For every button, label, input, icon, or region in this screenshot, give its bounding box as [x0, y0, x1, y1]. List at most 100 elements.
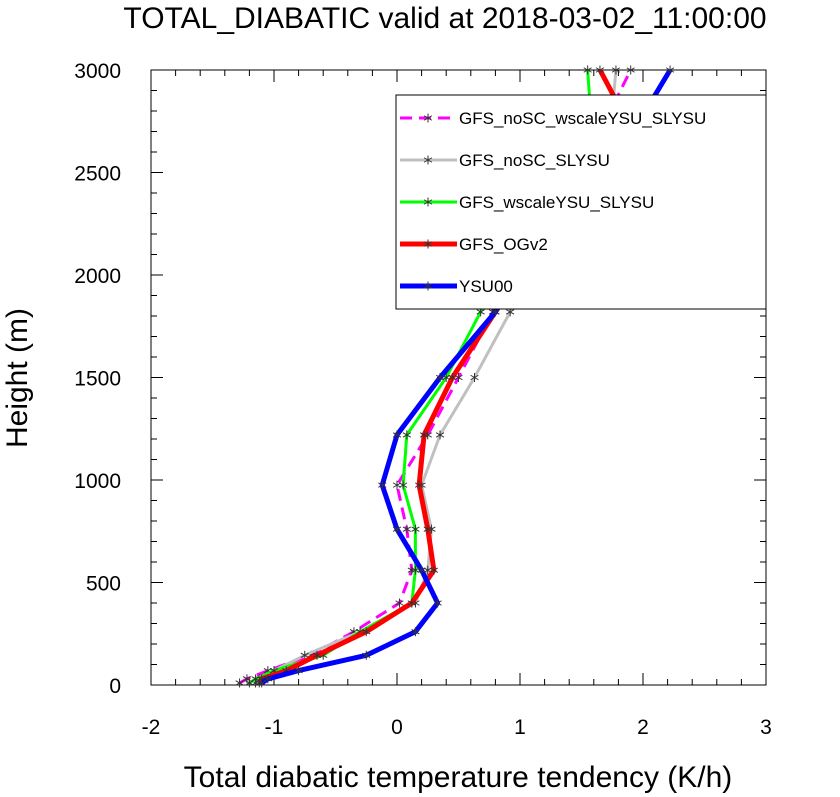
marker-stroke — [423, 157, 433, 163]
legend-marker — [423, 113, 433, 123]
marker-stroke — [417, 567, 426, 573]
chart-title: TOTAL_DIABATIC valid at 2018-03-02_11:00… — [123, 2, 766, 35]
marker-stroke — [402, 432, 411, 438]
data-point — [411, 627, 420, 637]
marker-stroke — [626, 67, 635, 73]
data-point — [300, 650, 309, 660]
marker-stroke — [595, 67, 605, 73]
marker-stroke — [435, 432, 445, 438]
data-point — [419, 430, 429, 440]
marker-stroke — [407, 600, 416, 606]
x-tick-label: 2 — [637, 716, 649, 739]
marker-stroke — [429, 567, 439, 573]
data-point — [583, 65, 592, 75]
legend-entry: GFS_wscaleYSU_SLYSU — [400, 193, 654, 212]
data-point — [665, 65, 675, 75]
marker-stroke — [411, 526, 420, 532]
legend-entry: YSU00 — [400, 277, 513, 296]
marker-stroke — [235, 680, 244, 686]
data-point — [433, 598, 442, 608]
legend-label: GFS_wscaleYSU_SLYSU — [459, 193, 654, 212]
tick-labels: -2 -1 0 1 2 3 0 500 1000 1500 2000 2500 3000 — [74, 60, 772, 739]
marker-stroke — [242, 676, 252, 682]
legend-entry: GFS_noSC_wscaleYSU_SLYSU — [400, 109, 706, 128]
marker-stroke — [583, 67, 592, 73]
data-point — [611, 65, 621, 75]
marker-stroke — [476, 309, 485, 315]
legend-label: YSU00 — [459, 277, 513, 296]
marker-stroke — [470, 374, 479, 381]
data-point — [595, 65, 605, 75]
data-point — [399, 480, 408, 490]
x-tick-label: -1 — [265, 716, 284, 739]
data-point — [312, 650, 322, 660]
legend-marker — [423, 239, 433, 249]
marker-stroke — [392, 432, 402, 438]
marker-stroke — [263, 676, 272, 682]
marker-stroke — [506, 309, 515, 315]
data-point — [417, 565, 426, 575]
marker-stroke — [300, 652, 309, 658]
marker-stroke — [411, 629, 420, 635]
data-point — [626, 65, 635, 75]
data-point — [402, 430, 411, 440]
marker-stroke — [362, 629, 371, 635]
x-tick-label: 1 — [514, 716, 526, 739]
data-point — [435, 373, 445, 382]
marker-stroke — [312, 652, 322, 658]
marker-stroke — [395, 600, 404, 606]
data-point — [235, 678, 244, 688]
data-point — [411, 524, 420, 534]
data-point — [263, 674, 272, 684]
legend-label: GFS_OGv2 — [459, 235, 548, 254]
x-tick-label: -2 — [142, 716, 161, 739]
legend-marker — [423, 155, 433, 165]
data-point — [362, 650, 371, 660]
marker-stroke — [491, 309, 500, 315]
marker-stroke — [665, 67, 675, 73]
data-point — [407, 598, 416, 608]
y-axis-title: Height (m) — [1, 308, 34, 448]
data-point — [378, 480, 387, 490]
marker-stroke — [362, 652, 371, 658]
data-point — [448, 373, 457, 382]
y-tick-label: 1000 — [74, 470, 121, 493]
legend-marker — [423, 281, 433, 291]
marker-stroke — [392, 526, 402, 532]
marker-stroke — [419, 432, 429, 438]
data-point — [470, 373, 479, 382]
data-point — [392, 524, 402, 534]
marker-stroke — [423, 241, 433, 247]
x-tick-label: 0 — [391, 716, 403, 739]
data-point — [395, 598, 404, 608]
y-tick-label: 3000 — [74, 60, 121, 83]
x-axis-title: Total diabatic temperature tendency (K/h… — [184, 761, 733, 794]
legend-box — [395, 94, 767, 310]
data-point — [423, 524, 432, 534]
marker-stroke — [294, 667, 303, 674]
y-tick-label: 2500 — [74, 163, 121, 186]
data-point — [414, 480, 424, 490]
legend-label: GFS_noSC_wscaleYSU_SLYSU — [459, 109, 706, 128]
y-tick-label: 0 — [109, 675, 121, 698]
marker-stroke — [433, 600, 442, 606]
marker-stroke — [423, 526, 432, 532]
marker-stroke — [378, 482, 387, 488]
marker-stroke — [423, 199, 433, 205]
x-tick-label: 3 — [760, 716, 772, 739]
marker-stroke — [423, 283, 433, 289]
marker-stroke — [269, 667, 279, 674]
y-tick-label: 500 — [86, 573, 121, 596]
marker-stroke — [448, 374, 457, 381]
marker-stroke — [435, 374, 445, 381]
data-point — [435, 430, 445, 440]
data-point — [294, 666, 303, 676]
legend-entry: GFS_noSC_SLYSU — [400, 151, 610, 170]
data-point — [362, 627, 371, 637]
marker-stroke — [399, 482, 408, 488]
marker-stroke — [402, 526, 411, 532]
data-point — [392, 430, 402, 440]
marker-stroke — [611, 67, 621, 73]
y-tick-label: 1500 — [74, 368, 121, 391]
